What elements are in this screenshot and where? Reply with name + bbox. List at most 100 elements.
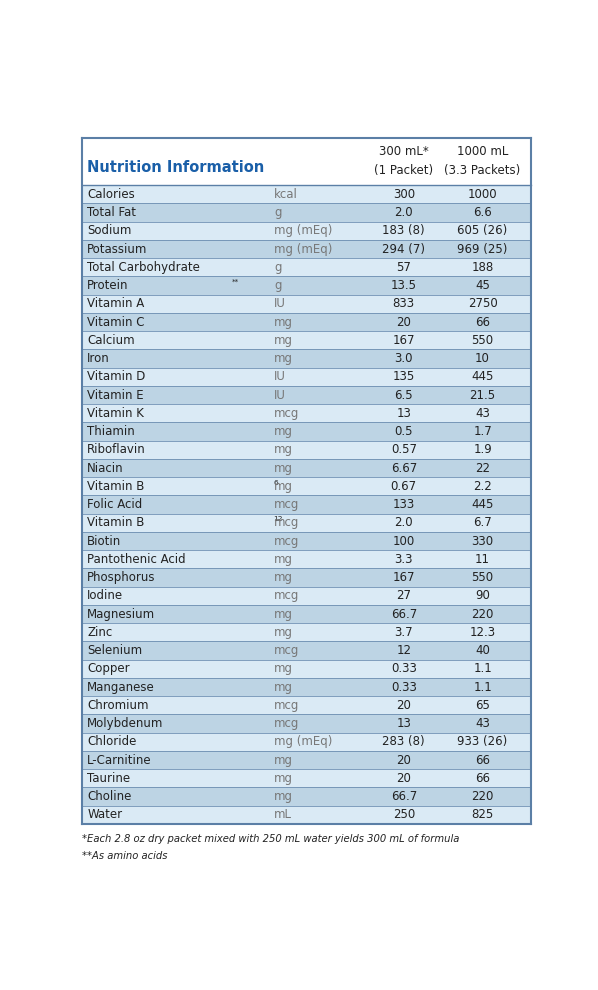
- Text: Magnesium: Magnesium: [87, 608, 155, 621]
- Text: 550: 550: [472, 334, 493, 346]
- Bar: [82, 550, 531, 568]
- Bar: [82, 404, 531, 423]
- Text: 188: 188: [471, 260, 494, 274]
- Bar: [82, 623, 531, 642]
- Text: Selenium: Selenium: [87, 644, 142, 657]
- Bar: [82, 423, 531, 441]
- Bar: [82, 138, 531, 185]
- Text: Phosphorus: Phosphorus: [87, 571, 155, 584]
- Text: 300: 300: [393, 188, 415, 201]
- Text: 330: 330: [472, 535, 493, 547]
- Text: mg (mEq): mg (mEq): [274, 243, 332, 255]
- Text: 2.0: 2.0: [395, 206, 413, 219]
- Text: 220: 220: [471, 790, 494, 803]
- Text: 605 (26): 605 (26): [457, 225, 508, 238]
- Text: 300 mL*: 300 mL*: [379, 145, 429, 157]
- Text: 65: 65: [475, 699, 490, 712]
- Text: mg: mg: [274, 680, 293, 694]
- Bar: [82, 495, 531, 514]
- Text: 6: 6: [273, 479, 278, 486]
- Text: 1000: 1000: [468, 188, 498, 201]
- Bar: [82, 678, 531, 696]
- Text: Vitamin A: Vitamin A: [87, 297, 145, 310]
- Bar: [82, 295, 531, 313]
- Text: 283 (8): 283 (8): [383, 736, 425, 748]
- Text: mcg: mcg: [274, 407, 300, 420]
- Text: 825: 825: [471, 808, 494, 822]
- Text: Vitamin E: Vitamin E: [87, 388, 144, 402]
- Text: mg: mg: [274, 316, 293, 329]
- Text: 45: 45: [475, 279, 490, 292]
- Bar: [82, 477, 531, 495]
- Text: 66.7: 66.7: [390, 790, 417, 803]
- Text: mcg: mcg: [274, 699, 300, 712]
- Text: Folic Acid: Folic Acid: [87, 498, 142, 511]
- Text: 0.33: 0.33: [391, 662, 417, 675]
- Text: Niacin: Niacin: [87, 461, 124, 474]
- Text: 0.57: 0.57: [391, 444, 417, 456]
- Text: **As amino acids: **As amino acids: [82, 851, 167, 861]
- Bar: [82, 715, 531, 733]
- Text: mg (mEq): mg (mEq): [274, 736, 332, 748]
- Text: 220: 220: [471, 608, 494, 621]
- Text: 21.5: 21.5: [469, 388, 496, 402]
- Text: 3.3: 3.3: [395, 552, 413, 565]
- Text: 57: 57: [396, 260, 411, 274]
- Text: mg: mg: [274, 461, 293, 474]
- Bar: [82, 222, 531, 240]
- Text: mg: mg: [274, 753, 293, 766]
- Bar: [82, 751, 531, 769]
- Bar: [82, 605, 531, 623]
- Bar: [82, 349, 531, 367]
- Text: Vitamin C: Vitamin C: [87, 316, 145, 329]
- Text: 43: 43: [475, 717, 490, 730]
- Bar: [82, 276, 531, 295]
- Text: Zinc: Zinc: [87, 626, 112, 639]
- Text: 133: 133: [393, 498, 415, 511]
- Text: 2.2: 2.2: [473, 480, 492, 493]
- Bar: [82, 587, 531, 605]
- Text: 6.6: 6.6: [473, 206, 492, 219]
- Bar: [82, 258, 531, 276]
- Text: 13: 13: [396, 717, 411, 730]
- Text: 20: 20: [396, 316, 411, 329]
- Text: (1 Packet): (1 Packet): [374, 164, 434, 177]
- Text: IU: IU: [274, 388, 286, 402]
- Text: mg: mg: [274, 571, 293, 584]
- Text: Riboflavin: Riboflavin: [87, 444, 146, 456]
- Text: mg: mg: [274, 444, 293, 456]
- Bar: [82, 696, 531, 715]
- Text: Chloride: Chloride: [87, 736, 136, 748]
- Text: 250: 250: [393, 808, 415, 822]
- Text: Manganese: Manganese: [87, 680, 155, 694]
- Text: 135: 135: [393, 370, 415, 383]
- Text: Vitamin B: Vitamin B: [87, 516, 145, 530]
- Text: 0.33: 0.33: [391, 680, 417, 694]
- Text: 550: 550: [472, 571, 493, 584]
- Text: Iodine: Iodine: [87, 589, 123, 602]
- Text: mg: mg: [274, 608, 293, 621]
- Bar: [82, 532, 531, 550]
- Bar: [82, 386, 531, 404]
- Text: 66: 66: [475, 772, 490, 785]
- Text: Vitamin K: Vitamin K: [87, 407, 144, 420]
- Text: 1.1: 1.1: [473, 662, 492, 675]
- Text: Total Fat: Total Fat: [87, 206, 136, 219]
- Text: 20: 20: [396, 699, 411, 712]
- Text: 66.7: 66.7: [390, 608, 417, 621]
- Text: 833: 833: [393, 297, 415, 310]
- Text: (3.3 Packets): (3.3 Packets): [444, 164, 521, 177]
- Text: Thiamin: Thiamin: [87, 425, 135, 438]
- Text: 2.0: 2.0: [395, 516, 413, 530]
- Text: Pantothenic Acid: Pantothenic Acid: [87, 552, 186, 565]
- Text: Iron: Iron: [87, 352, 110, 365]
- Text: Water: Water: [87, 808, 123, 822]
- Text: mcg: mcg: [274, 717, 300, 730]
- Bar: [82, 313, 531, 331]
- Text: Total Carbohydrate: Total Carbohydrate: [87, 260, 200, 274]
- Text: 1000 mL: 1000 mL: [457, 145, 508, 157]
- Bar: [82, 642, 531, 659]
- Text: Vitamin D: Vitamin D: [87, 370, 146, 383]
- Text: 13.5: 13.5: [391, 279, 417, 292]
- Text: Calcium: Calcium: [87, 334, 135, 346]
